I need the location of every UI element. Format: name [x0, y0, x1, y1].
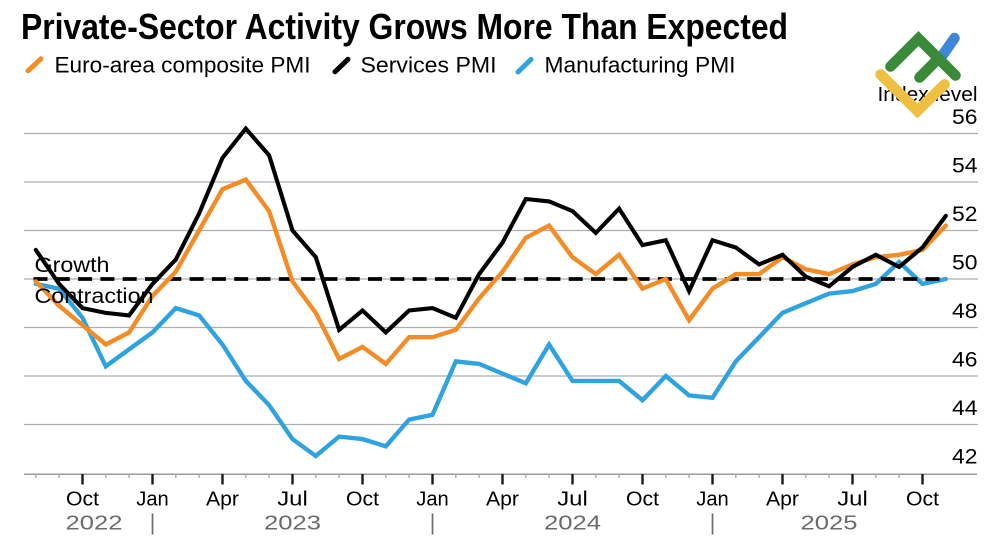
svg-text:Euro-area composite PMI: Euro-area composite PMI [55, 52, 311, 77]
svg-text:Jul: Jul [557, 489, 588, 511]
svg-text:56: 56 [952, 106, 978, 129]
svg-text:48: 48 [952, 300, 978, 323]
svg-text:Private-Sector Activity Grows: Private-Sector Activity Grows More Than … [21, 6, 788, 47]
svg-text:Jan: Jan [696, 489, 729, 511]
svg-text:50: 50 [952, 252, 978, 275]
svg-text:Apr: Apr [766, 489, 799, 511]
svg-text:2023: 2023 [264, 513, 321, 535]
svg-text:Apr: Apr [486, 489, 519, 511]
svg-text:Growth: Growth [35, 253, 110, 277]
svg-text:42: 42 [952, 446, 978, 469]
svg-text:2024: 2024 [544, 513, 601, 535]
svg-text:44: 44 [952, 397, 978, 420]
svg-text:Manufacturing PMI: Manufacturing PMI [545, 52, 736, 77]
svg-text:Apr: Apr [206, 489, 239, 511]
svg-text:Jan: Jan [416, 489, 449, 511]
svg-text:Oct: Oct [906, 489, 939, 511]
svg-text:46: 46 [952, 349, 978, 372]
svg-text:Oct: Oct [66, 489, 99, 511]
svg-text:2022: 2022 [66, 513, 123, 535]
svg-text:54: 54 [952, 155, 978, 178]
svg-text:Contraction: Contraction [35, 284, 154, 308]
svg-text:Jul: Jul [837, 489, 868, 511]
svg-text:Jan: Jan [136, 489, 169, 511]
svg-text:52: 52 [952, 203, 978, 226]
svg-text:Oct: Oct [346, 489, 379, 511]
svg-text:Services PMI: Services PMI [361, 52, 497, 77]
svg-text:Jul: Jul [277, 489, 308, 511]
svg-text:Oct: Oct [626, 489, 659, 511]
svg-text:2025: 2025 [801, 513, 858, 535]
